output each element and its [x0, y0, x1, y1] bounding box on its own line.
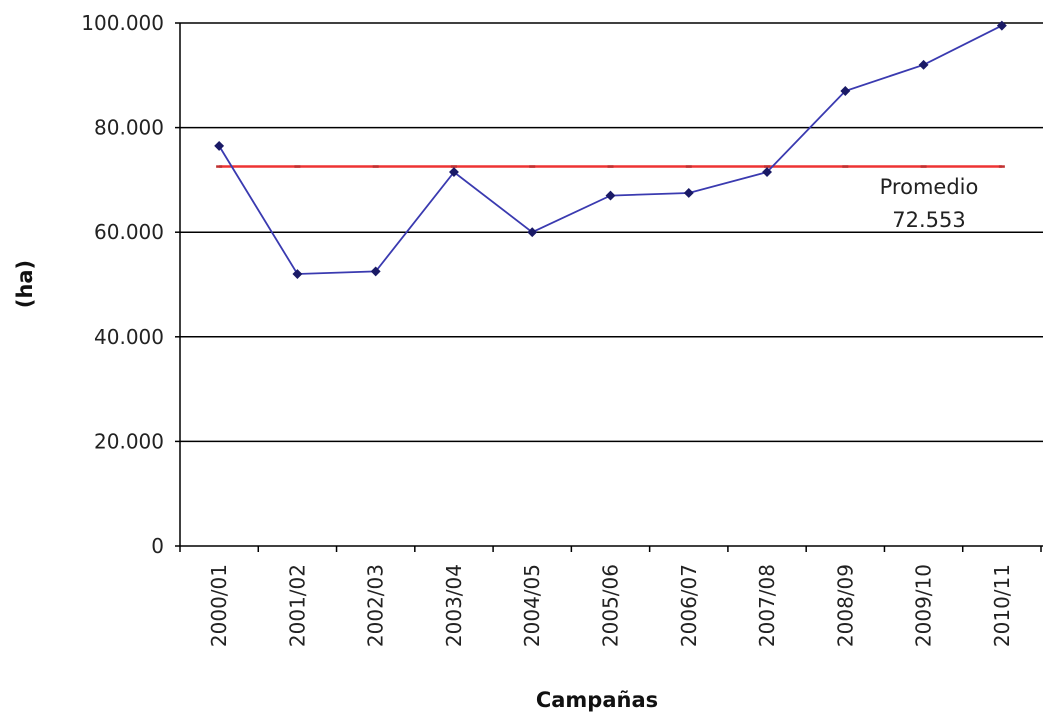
y-tick-label: 40.000	[94, 325, 164, 349]
x-tick-label: 2010/11	[990, 564, 1014, 647]
y-tick-labels: 0 20.000 40.000 60.000 80.000 100.000	[81, 11, 164, 558]
data-point	[918, 59, 929, 70]
series-line	[218, 24, 1003, 275]
annotation-line1: Promedio	[880, 175, 979, 199]
y-axis-title: (ha)	[13, 260, 37, 308]
x-tick-label: 2006/07	[677, 564, 701, 647]
series-layer	[214, 20, 1007, 279]
axes	[179, 23, 1043, 552]
data-point	[762, 167, 772, 178]
data-point	[370, 266, 381, 277]
x-tick-label: 2005/06	[599, 564, 623, 647]
y-tick-label: 100.000	[81, 11, 164, 35]
annotation-line2: 72.553	[892, 208, 965, 232]
x-tick-label: 2003/04	[442, 564, 466, 647]
x-tick-label: 2004/05	[520, 564, 544, 647]
x-tick-labels: 2000/01 2001/02 2002/03 2003/04 2004/05 2005/…	[207, 564, 1014, 647]
data-point	[527, 227, 538, 238]
data-point	[840, 86, 851, 96]
data-point	[292, 269, 303, 279]
x-tick-label: 2009/10	[912, 564, 936, 647]
data-point	[449, 167, 459, 178]
x-tick-label: 2001/02	[285, 564, 309, 647]
x-axis-title: Campañas	[536, 688, 658, 712]
x-tick-label: 2002/03	[364, 564, 388, 647]
data-point	[605, 190, 616, 201]
x-tick-label: 2008/09	[833, 564, 857, 647]
data-point	[214, 140, 225, 151]
y-tick-label: 80.000	[94, 116, 164, 140]
data-point	[683, 188, 694, 198]
y-tick-label: 20.000	[94, 429, 164, 453]
x-tick-label: 2000/01	[207, 564, 231, 647]
gridlines	[175, 22, 1043, 547]
x-tick-label: 2007/08	[755, 564, 779, 647]
y-tick-label: 0	[151, 534, 164, 558]
y-tick-label: 60.000	[94, 220, 164, 244]
data-point	[996, 20, 1007, 31]
